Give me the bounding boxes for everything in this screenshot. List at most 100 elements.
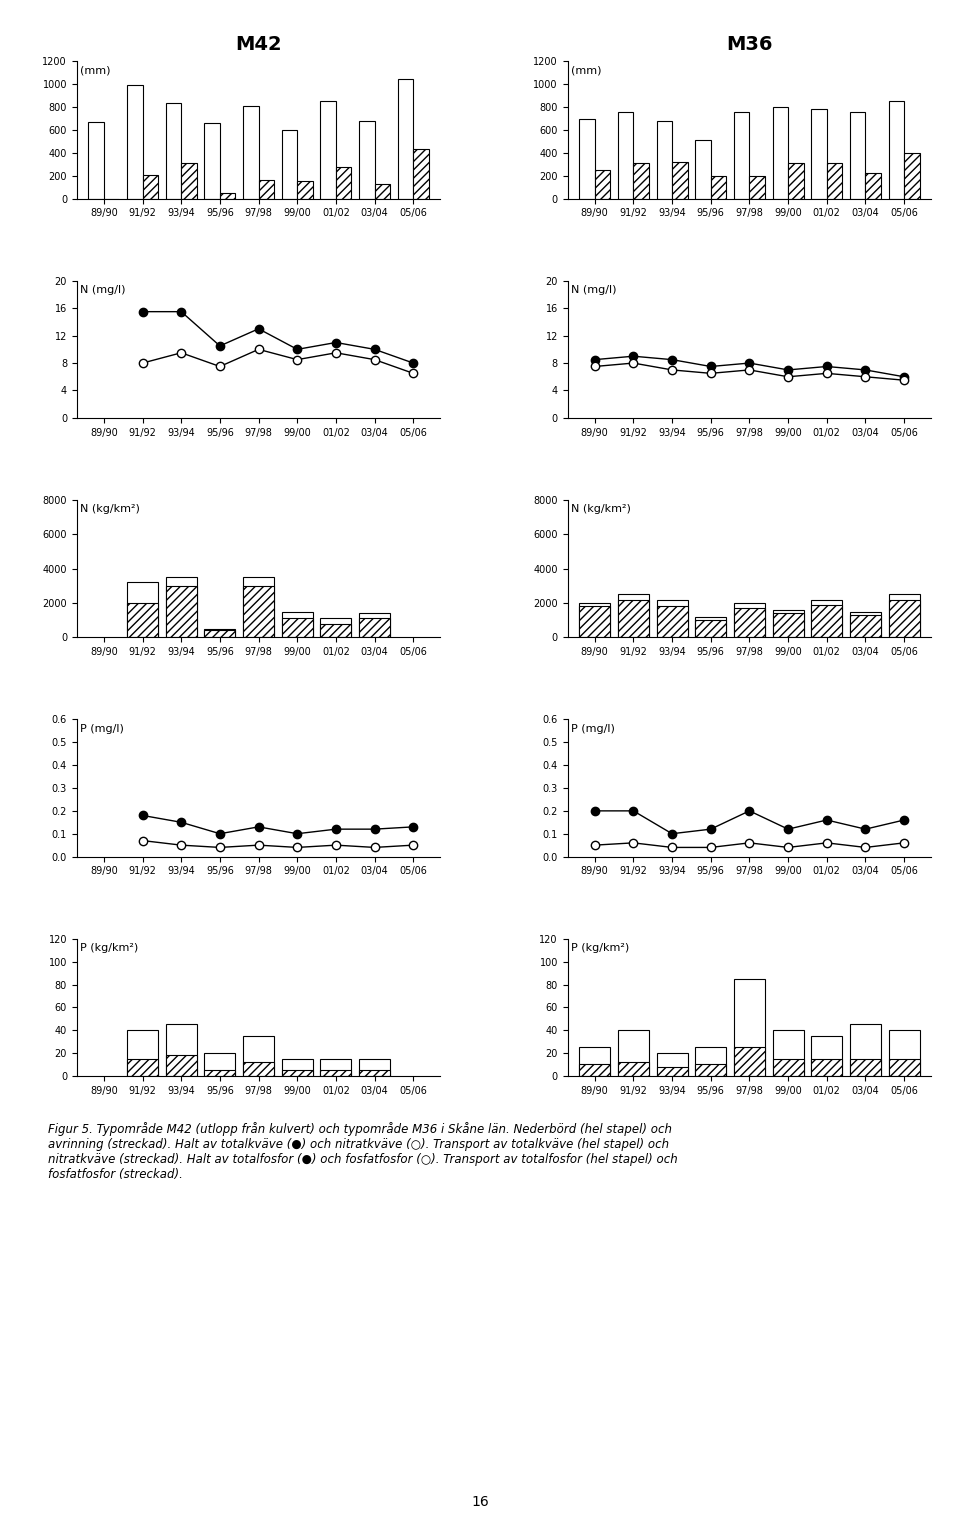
Bar <box>127 583 158 638</box>
Text: N (kg/km²): N (kg/km²) <box>81 504 140 515</box>
Bar <box>695 619 726 638</box>
Bar <box>866 174 881 198</box>
Bar <box>282 131 298 198</box>
Bar <box>850 1025 881 1076</box>
Bar <box>204 630 235 638</box>
Bar <box>359 1059 390 1076</box>
Bar <box>734 979 765 1076</box>
Bar <box>359 613 390 638</box>
Bar <box>282 612 313 638</box>
Bar <box>889 1059 920 1076</box>
Bar <box>359 618 390 638</box>
Bar <box>773 1059 804 1076</box>
Bar <box>321 618 351 638</box>
Bar <box>811 1059 842 1076</box>
Bar <box>734 1047 765 1076</box>
Bar <box>321 1070 351 1076</box>
Bar <box>850 612 881 638</box>
Text: N (mg/l): N (mg/l) <box>81 284 126 295</box>
Bar <box>282 618 313 638</box>
Bar <box>127 1059 158 1076</box>
Bar <box>220 192 235 198</box>
Bar <box>889 1030 920 1076</box>
Bar <box>204 1070 235 1076</box>
Bar <box>889 101 904 198</box>
Text: P (mg/l): P (mg/l) <box>571 724 615 733</box>
Text: N (kg/km²): N (kg/km²) <box>571 504 631 515</box>
Bar <box>657 121 672 198</box>
Bar <box>734 603 765 638</box>
Bar <box>850 1059 881 1076</box>
Bar <box>321 624 351 638</box>
Text: (mm): (mm) <box>571 66 602 75</box>
Bar <box>811 1036 842 1076</box>
Bar <box>204 629 235 638</box>
Bar <box>579 1047 611 1076</box>
Text: (mm): (mm) <box>81 66 111 75</box>
Bar <box>618 599 649 638</box>
Bar <box>889 599 920 638</box>
Bar <box>204 123 220 198</box>
Bar <box>618 1030 649 1076</box>
Bar <box>889 595 920 638</box>
Bar <box>634 163 649 198</box>
Bar <box>618 112 634 198</box>
Bar <box>788 163 804 198</box>
Bar <box>657 607 687 638</box>
Bar <box>811 599 842 638</box>
Bar <box>672 161 687 198</box>
Bar <box>359 121 374 198</box>
Bar <box>204 1053 235 1076</box>
Bar <box>773 610 804 638</box>
Title: M42: M42 <box>235 35 282 54</box>
Bar <box>298 181 313 198</box>
Text: N (mg/l): N (mg/l) <box>571 284 616 295</box>
Bar <box>336 166 351 198</box>
Text: P (kg/km²): P (kg/km²) <box>81 942 138 953</box>
Bar <box>695 1047 726 1076</box>
Bar <box>282 1059 313 1076</box>
Bar <box>127 1030 158 1076</box>
Bar <box>181 163 197 198</box>
Bar <box>243 578 274 638</box>
Bar <box>904 152 920 198</box>
Bar <box>850 112 866 198</box>
Bar <box>579 1065 611 1076</box>
Text: P (kg/km²): P (kg/km²) <box>571 942 630 953</box>
Bar <box>710 175 726 198</box>
Bar <box>414 149 429 198</box>
Bar <box>166 578 197 638</box>
Bar <box>243 1036 274 1076</box>
Bar <box>773 108 788 198</box>
Bar <box>88 121 104 198</box>
Bar <box>657 1067 687 1076</box>
Bar <box>321 1059 351 1076</box>
Bar <box>166 586 197 638</box>
Bar <box>618 595 649 638</box>
Bar <box>618 1062 649 1076</box>
Bar <box>243 586 274 638</box>
Text: Figur 5. Typområde M42 (utlopp från kulvert) och typområde M36 i Skåne län. Nede: Figur 5. Typområde M42 (utlopp från kulv… <box>48 1122 678 1180</box>
Bar <box>734 609 765 638</box>
Bar <box>811 604 842 638</box>
Bar <box>579 607 611 638</box>
Bar <box>695 616 726 638</box>
Bar <box>321 101 336 198</box>
Bar <box>397 78 414 198</box>
Bar <box>359 1070 390 1076</box>
Text: P (mg/l): P (mg/l) <box>81 724 124 733</box>
Bar <box>166 103 181 198</box>
Bar <box>243 106 258 198</box>
Bar <box>773 613 804 638</box>
Bar <box>695 140 710 198</box>
Bar <box>127 86 142 198</box>
Bar <box>657 1053 687 1076</box>
Bar <box>579 603 611 638</box>
Bar <box>750 175 765 198</box>
Bar <box>594 171 611 198</box>
Bar <box>282 1070 313 1076</box>
Bar <box>734 112 750 198</box>
Bar <box>166 1056 197 1076</box>
Bar <box>243 1062 274 1076</box>
Bar <box>827 163 842 198</box>
